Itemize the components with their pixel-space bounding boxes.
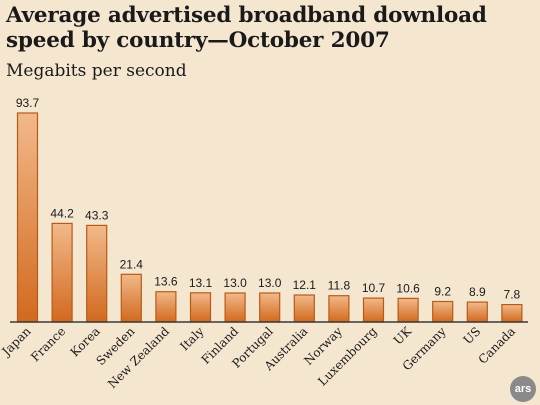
value-label: 7.8 xyxy=(504,288,521,302)
value-label: 11.8 xyxy=(328,279,351,293)
bar-new-zealand xyxy=(155,291,177,323)
bar-sweden xyxy=(120,273,142,323)
bar-portugal xyxy=(259,292,281,323)
bar-finland xyxy=(224,292,246,323)
value-label: 10.6 xyxy=(396,281,420,295)
value-label: 13.0 xyxy=(258,276,282,290)
value-label: 44.2 xyxy=(50,206,74,220)
bars-group xyxy=(16,112,523,323)
bar-australia xyxy=(293,294,315,323)
value-label: 12.1 xyxy=(293,278,317,292)
category-label: US xyxy=(461,324,484,347)
bar-france xyxy=(51,222,73,323)
category-label: New Zealand xyxy=(105,324,172,391)
bar-germany xyxy=(432,300,454,323)
value-label: 8.9 xyxy=(469,285,486,299)
ars-logo: ars xyxy=(510,376,536,402)
bar-italy xyxy=(189,292,212,323)
value-labels-group: 93.7 44.2 43.3 21.4 13.6 13.1 13.0 13.0 12.1 11.8… xyxy=(16,96,521,302)
bar-luxembourg xyxy=(362,297,385,323)
chart-title: Average advertised broadband download sp… xyxy=(6,3,487,53)
bar-japan xyxy=(16,112,39,323)
category-label: UK xyxy=(391,323,415,347)
bar-norway xyxy=(328,295,350,323)
bar-uk xyxy=(397,297,419,323)
category-label: France xyxy=(28,324,68,364)
bar-canada xyxy=(501,304,523,323)
bar-korea xyxy=(86,224,108,323)
category-label: Canada xyxy=(476,324,518,366)
chart-subtitle: Megabits per second xyxy=(6,61,187,81)
bar-us xyxy=(466,301,488,323)
value-label: 13.0 xyxy=(223,276,247,290)
category-label: Italy xyxy=(177,324,206,353)
value-label: 13.6 xyxy=(154,275,178,289)
value-label: 43.3 xyxy=(85,208,109,222)
value-label: 13.1 xyxy=(189,276,213,290)
value-label: 9.2 xyxy=(434,285,451,299)
value-label: 93.7 xyxy=(16,96,40,110)
value-label: 10.7 xyxy=(362,281,386,295)
value-label: 21.4 xyxy=(120,257,144,271)
